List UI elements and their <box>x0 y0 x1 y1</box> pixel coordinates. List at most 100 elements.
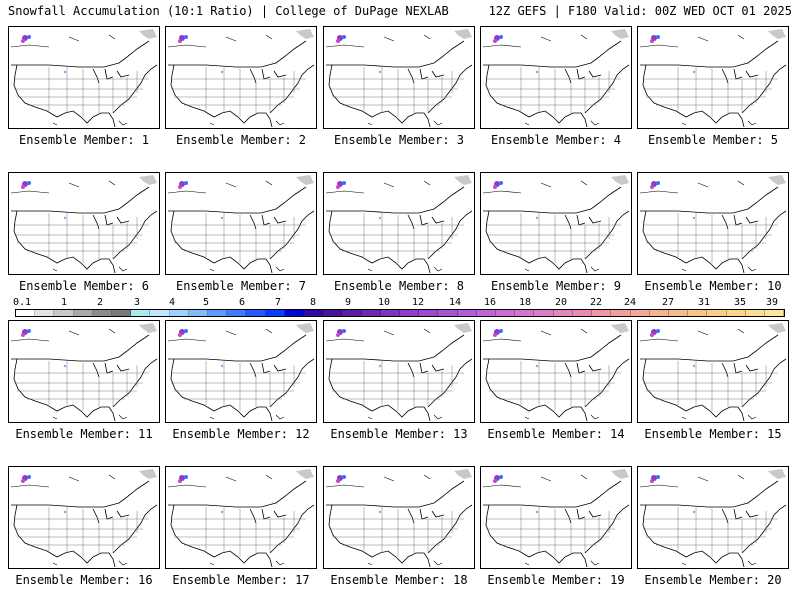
us-map-graphic <box>325 175 473 274</box>
snowfall-map <box>8 466 160 569</box>
colorbar-swatch <box>16 310 36 316</box>
ensemble-member-label: Ensemble Member: 6 <box>18 279 150 293</box>
ensemble-member-label: Ensemble Member: 19 <box>487 573 625 587</box>
page-title: Snowfall Accumulation (10:1 Ratio) | Col… <box>8 4 449 18</box>
snowfall-map <box>637 26 789 129</box>
colorbar-swatch <box>553 310 573 316</box>
snowfall-map <box>8 172 160 275</box>
colorbar-swatch <box>419 310 439 316</box>
colorbar-label: 10 <box>377 297 391 308</box>
colorbar-swatch <box>304 310 324 316</box>
colorbar-label: 6 <box>238 297 246 308</box>
snowfall-map <box>637 172 789 275</box>
us-map-graphic <box>10 29 158 128</box>
colorbar-swatch <box>476 310 497 316</box>
colorbar-swatch <box>457 310 477 316</box>
colorbar-swatch <box>745 310 765 316</box>
colorbar-swatch <box>400 310 420 316</box>
us-map-graphic <box>639 175 787 274</box>
colorbar-swatch <box>726 310 746 316</box>
ensemble-member-label: Ensemble Member: 8 <box>333 279 465 293</box>
colorbar-swatch <box>92 310 113 316</box>
ensemble-member-label: Ensemble Member: 2 <box>175 133 307 147</box>
snowfall-map <box>480 320 632 423</box>
snowfall-map <box>637 320 789 423</box>
ensemble-member-label: Ensemble Member: 9 <box>490 279 622 293</box>
colorbar-swatch <box>169 310 189 316</box>
colorbar-swatch <box>265 310 285 316</box>
snowfall-map <box>323 172 475 275</box>
run-info: 12Z GEFS | F180 Valid: 00Z WED OCT 01 20… <box>488 4 792 18</box>
colorbar-label: 27 <box>661 297 675 308</box>
colorbar-swatch <box>227 310 247 316</box>
snowfall-map <box>165 172 317 275</box>
colorbar-swatch <box>131 310 151 316</box>
colorbar-label: 24 <box>623 297 637 308</box>
ensemble-member-label: Ensemble Member: 17 <box>172 573 310 587</box>
us-map-graphic <box>167 175 315 274</box>
colorbar-swatch <box>496 310 516 316</box>
snowfall-map <box>323 466 475 569</box>
colorbar-swatch <box>150 310 170 316</box>
colorbar-label: 2 <box>96 297 104 308</box>
us-map-graphic <box>639 469 787 568</box>
colorbar-label: 16 <box>483 297 497 308</box>
colorbar-swatch <box>188 310 209 316</box>
colorbar-label: 31 <box>697 297 711 308</box>
snowfall-map <box>637 466 789 569</box>
snowfall-map <box>480 26 632 129</box>
colorbar-label: 18 <box>518 297 532 308</box>
ensemble-member-label: Ensemble Member: 7 <box>175 279 307 293</box>
us-map-graphic <box>167 469 315 568</box>
colorbar-swatch <box>323 310 343 316</box>
colorbar-swatch <box>284 310 305 316</box>
us-map-graphic <box>482 469 630 568</box>
colorbar-label: 12 <box>411 297 425 308</box>
snowfall-map <box>165 466 317 569</box>
ensemble-member-label: Ensemble Member: 18 <box>330 573 468 587</box>
colorbar-swatch <box>54 310 74 316</box>
colorbar-swatch <box>73 310 93 316</box>
colorbar-label: 7 <box>274 297 282 308</box>
snowfall-map <box>480 466 632 569</box>
us-map-graphic <box>325 469 473 568</box>
us-map-graphic <box>325 323 473 422</box>
colorbar-swatch <box>534 310 554 316</box>
ensemble-member-label: Ensemble Member: 12 <box>172 427 310 441</box>
snowfall-map <box>8 26 160 129</box>
ensemble-member-label: Ensemble Member: 20 <box>644 573 782 587</box>
colorbar-label: 8 <box>309 297 317 308</box>
colorbar-swatch <box>515 310 535 316</box>
colorbar-label: 4 <box>168 297 176 308</box>
ensemble-member-label: Ensemble Member: 10 <box>644 279 782 293</box>
colorbar-label: 3 <box>133 297 141 308</box>
colorbar-swatch <box>649 310 669 316</box>
colorbar <box>15 309 785 317</box>
colorbar-label: 22 <box>589 297 603 308</box>
us-map-graphic <box>325 29 473 128</box>
snowfall-map <box>165 320 317 423</box>
ensemble-member-label: Ensemble Member: 15 <box>644 427 782 441</box>
us-map-graphic <box>167 29 315 128</box>
colorbar-swatch <box>707 310 727 316</box>
colorbar-label: 0.1 <box>12 297 32 308</box>
us-map-graphic <box>482 175 630 274</box>
snowfall-map <box>8 320 160 423</box>
ensemble-member-label: Ensemble Member: 13 <box>330 427 468 441</box>
colorbar-label: 9 <box>344 297 352 308</box>
colorbar-swatch <box>35 310 55 316</box>
colorbar-swatch <box>380 310 401 316</box>
colorbar-swatch <box>630 310 650 316</box>
colorbar-label: 39 <box>765 297 779 308</box>
colorbar-label: 5 <box>202 297 210 308</box>
us-map-graphic <box>482 29 630 128</box>
snowfall-map <box>323 320 475 423</box>
ensemble-member-label: Ensemble Member: 1 <box>18 133 150 147</box>
us-map-graphic <box>10 469 158 568</box>
us-map-graphic <box>10 323 158 422</box>
ensemble-member-label: Ensemble Member: 11 <box>15 427 153 441</box>
colorbar-label: 35 <box>733 297 747 308</box>
colorbar-swatch <box>611 310 631 316</box>
colorbar-swatch <box>208 310 228 316</box>
colorbar-swatch <box>361 310 381 316</box>
